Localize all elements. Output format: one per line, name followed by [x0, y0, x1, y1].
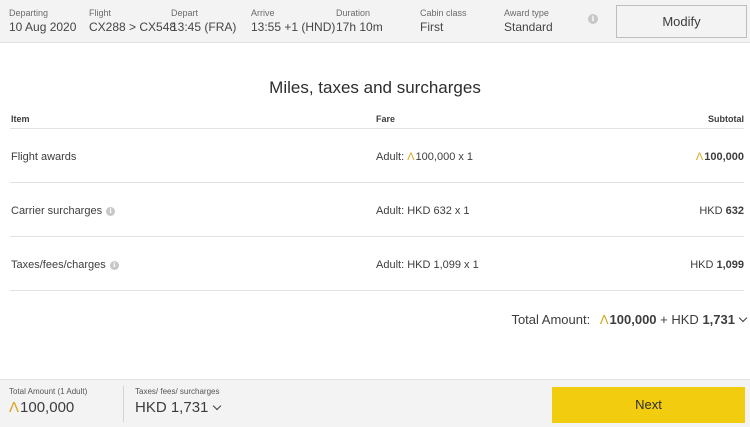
- footer-total-value: Λ100,000: [9, 399, 87, 416]
- duration-label: Duration: [336, 8, 371, 18]
- fare-prefix: Adult:: [376, 259, 408, 271]
- subtotal-currency: HKD: [690, 259, 717, 271]
- row-fare: Adult: HKD 632 x 1: [376, 205, 470, 217]
- depart-field: Depart 13:45 (FRA): [171, 8, 236, 35]
- footer-divider: [123, 386, 124, 422]
- footer-taxes-label: Taxes/ fees/ surcharges: [135, 387, 220, 396]
- row-item: Taxes/fees/charges i: [11, 259, 119, 271]
- charges-table: Item Fare Subtotal Flight awards Adult: …: [10, 110, 744, 291]
- chevron-down-icon: [738, 313, 748, 323]
- fare-prefix: Adult:: [376, 151, 408, 163]
- row-item-label: Taxes/fees/charges: [11, 259, 106, 271]
- subtotal-value: 632: [725, 205, 744, 217]
- departing-value: 10 Aug 2020: [9, 20, 77, 34]
- row-subtotal: HKD 632: [699, 205, 744, 217]
- table-header-row: Item Fare Subtotal: [10, 110, 744, 129]
- footer-taxes-toggle[interactable]: Taxes/ fees/ surcharges HKD 1,731: [135, 387, 222, 416]
- total-plus-currency: + HKD: [660, 312, 699, 327]
- row-item-label: Carrier surcharges: [11, 205, 103, 217]
- miles-icon: Λ: [9, 399, 20, 416]
- footer-total-label: Total Amount (1 Adult): [9, 387, 88, 396]
- modify-button[interactable]: Modify: [616, 5, 747, 38]
- row-fare: Adult: Λ100,000 x 1: [376, 151, 473, 163]
- booking-footer-bar: Total Amount (1 Adult) Λ100,000 Taxes/ f…: [0, 379, 750, 427]
- miles-icon: Λ: [599, 312, 609, 327]
- info-icon[interactable]: i: [109, 261, 119, 270]
- fare-value: HKD 1,099 x 1: [407, 259, 479, 271]
- info-icon[interactable]: i: [588, 14, 598, 24]
- section-title: Miles, taxes and surcharges: [269, 78, 481, 97]
- footer-taxes-value: HKD 1,731: [135, 399, 209, 416]
- subtotal-column-header: Subtotal: [708, 114, 744, 124]
- footer-taxes-value-wrap: HKD 1,731: [135, 399, 222, 416]
- fare-value: 100,000 x 1: [415, 151, 474, 163]
- row-item-label: Flight awards: [11, 151, 77, 163]
- footer-total-miles: 100,000: [20, 399, 75, 416]
- subtotal-value: 100,000: [704, 151, 744, 163]
- fare-column-header: Fare: [376, 114, 396, 124]
- fare-prefix: Adult:: [376, 205, 408, 217]
- row-fare: Adult: HKD 1,099 x 1: [376, 259, 479, 271]
- total-miles-value: 100,000: [609, 312, 657, 327]
- row-subtotal: HKD 1,099: [690, 259, 744, 271]
- total-cash-value: 1,731: [702, 312, 735, 327]
- cabin-class-label: Cabin class: [420, 8, 467, 18]
- flight-field: Flight CX288 > CX548: [89, 8, 176, 35]
- depart-value: 13:45 (FRA): [171, 20, 237, 34]
- cabin-class-value: First: [420, 20, 444, 34]
- arrive-field: Arrive 13:55 +1 (HND): [251, 8, 335, 35]
- total-amount-toggle[interactable]: Total Amount: Λ100,000 + HKD 1,731: [511, 312, 748, 327]
- arrive-label: Arrive: [251, 8, 275, 18]
- depart-label: Depart: [171, 8, 199, 18]
- duration-field: Duration 17h 10m: [336, 8, 383, 35]
- total-amount-label: Total Amount:: [511, 312, 591, 327]
- duration-value: 17h 10m: [336, 20, 383, 34]
- departing-label: Departing: [9, 8, 49, 18]
- departing-field: Departing 10 Aug 2020: [9, 8, 76, 35]
- award-type-field: Award type Standard: [504, 8, 553, 35]
- award-type-label: Award type: [504, 8, 549, 18]
- info-icon[interactable]: i: [106, 207, 116, 216]
- flight-label: Flight: [89, 8, 112, 18]
- table-row: Flight awards Adult: Λ100,000 x 1 Λ100,0…: [10, 129, 744, 183]
- chevron-down-icon: [213, 401, 222, 411]
- flight-summary-bar: Departing 10 Aug 2020 Flight CX288 > CX5…: [0, 0, 750, 43]
- arrive-value: 13:55 +1 (HND): [251, 20, 336, 34]
- miles-icon: Λ: [407, 151, 415, 163]
- cabin-class-field: Cabin class First: [420, 8, 467, 35]
- item-column-header: Item: [11, 114, 30, 124]
- table-row: Carrier surcharges i Adult: HKD 632 x 1 H…: [10, 183, 744, 237]
- footer-total-field: Total Amount (1 Adult) Λ100,000: [9, 387, 87, 416]
- award-type-value: Standard: [504, 20, 553, 34]
- fare-value: HKD 632 x 1: [407, 205, 470, 217]
- row-subtotal: Λ100,000: [696, 151, 744, 163]
- table-row: Taxes/fees/charges i Adult: HKD 1,099 x 1…: [10, 237, 744, 291]
- flight-value: CX288 > CX548: [89, 20, 177, 34]
- subtotal-value: 1,099: [716, 259, 744, 271]
- row-item: Carrier surcharges i: [11, 205, 116, 217]
- next-button[interactable]: Next: [552, 387, 745, 423]
- subtotal-currency: HKD: [699, 205, 726, 217]
- miles-icon: Λ: [695, 151, 704, 163]
